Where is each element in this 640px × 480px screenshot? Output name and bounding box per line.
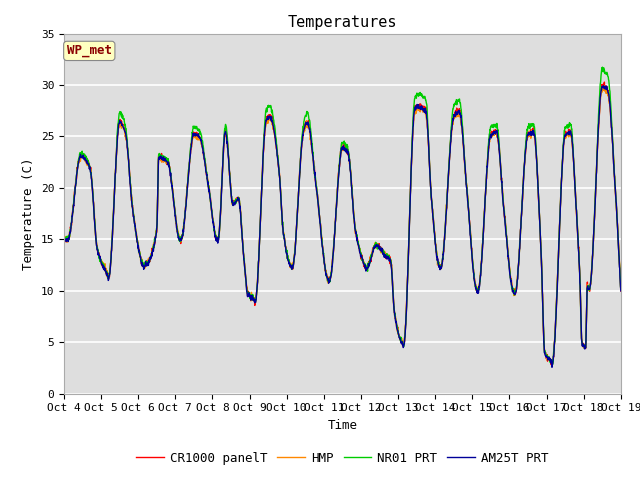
NR01 PRT [598, 64, 606, 70]
AM25T PRT [548, 364, 556, 370]
HMP [549, 360, 557, 365]
NR01 PRT [499, 190, 506, 196]
HMP [602, 87, 609, 93]
Line: CR1000 panelT: CR1000 panelT [64, 82, 621, 365]
Y-axis label: Temperature (C): Temperature (C) [22, 157, 35, 270]
HMP [88, 185, 96, 191]
CR1000 panelT [60, 232, 68, 238]
CR1000 panelT [88, 185, 96, 191]
HMP [331, 230, 339, 236]
CR1000 panelT [331, 228, 339, 234]
AM25T PRT [331, 230, 339, 236]
CR1000 panelT [602, 83, 609, 89]
AM25T PRT [60, 237, 68, 242]
NR01 PRT [60, 234, 68, 240]
Title: Temperatures: Temperatures [287, 15, 397, 30]
CR1000 panelT [499, 188, 506, 193]
NR01 PRT [331, 229, 339, 235]
HMP [601, 86, 609, 92]
AM25T PRT [316, 220, 324, 226]
CR1000 panelT [601, 85, 609, 91]
AM25T PRT [601, 84, 609, 89]
CR1000 panelT [548, 362, 556, 368]
CR1000 panelT [316, 218, 324, 224]
NR01 PRT [602, 70, 609, 75]
HMP [316, 218, 324, 224]
HMP [600, 83, 608, 89]
AM25T PRT [601, 84, 609, 90]
NR01 PRT [88, 185, 96, 191]
Line: HMP: HMP [64, 86, 621, 362]
X-axis label: Time: Time [328, 419, 357, 432]
NR01 PRT [316, 218, 324, 224]
CR1000 panelT [617, 288, 625, 294]
HMP [499, 185, 506, 191]
NR01 PRT [601, 71, 609, 76]
AM25T PRT [88, 186, 96, 192]
AM25T PRT [617, 288, 625, 294]
Legend: CR1000 panelT, HMP, NR01 PRT, AM25T PRT: CR1000 panelT, HMP, NR01 PRT, AM25T PRT [131, 447, 554, 469]
AM25T PRT [499, 191, 506, 197]
AM25T PRT [603, 83, 611, 89]
Line: NR01 PRT: NR01 PRT [64, 67, 621, 365]
Line: AM25T PRT: AM25T PRT [64, 86, 621, 367]
CR1000 panelT [600, 79, 608, 85]
Text: WP_met: WP_met [67, 44, 112, 58]
NR01 PRT [617, 286, 625, 291]
NR01 PRT [548, 362, 556, 368]
HMP [617, 286, 625, 292]
HMP [60, 235, 68, 240]
